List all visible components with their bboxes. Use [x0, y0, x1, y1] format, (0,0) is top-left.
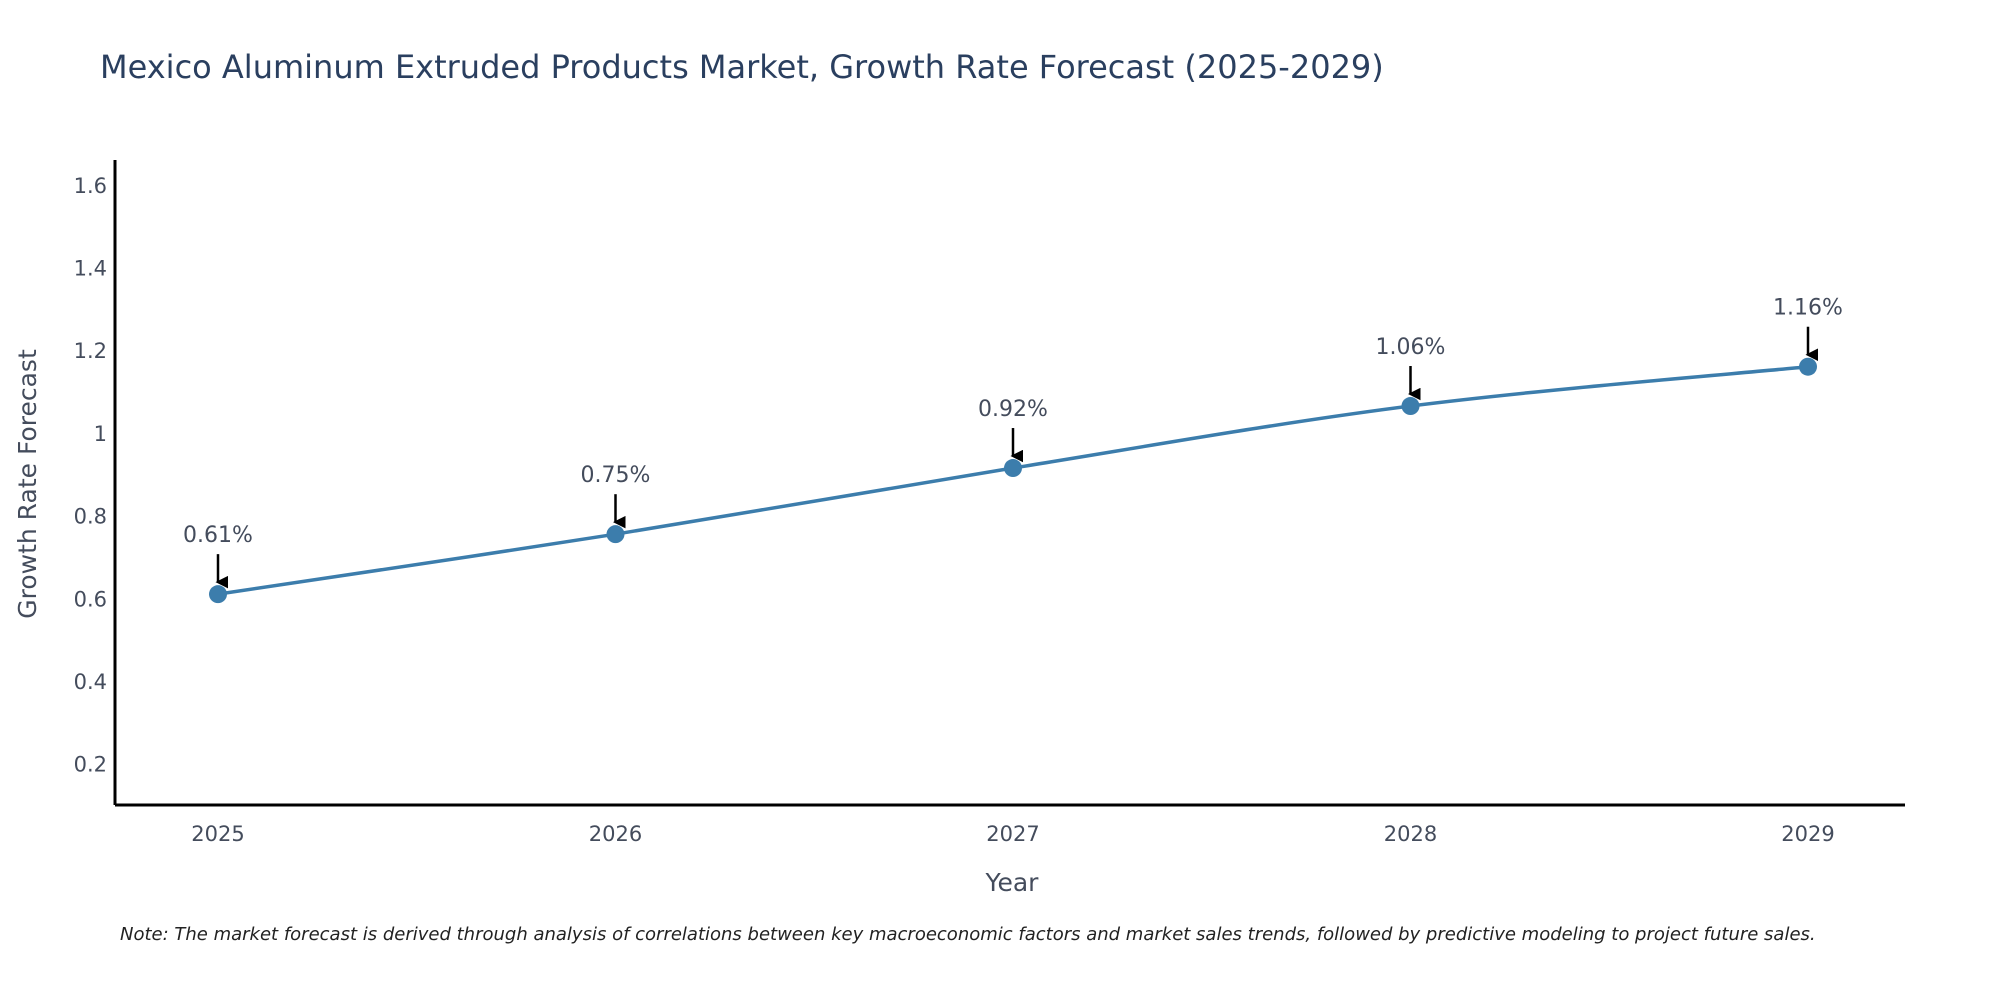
y-tick-label: 1.6	[74, 174, 107, 198]
data-point-2026	[606, 525, 625, 544]
x-tick-label: 2027	[986, 822, 1039, 846]
data-markers	[209, 357, 1817, 604]
y-tick-label: 1.2	[74, 339, 107, 363]
y-tick-label: 0.2	[74, 753, 107, 777]
footnote: Note: The market forecast is derived thr…	[120, 924, 1816, 945]
x-tick-label: 2026	[589, 822, 642, 846]
x-axis-ticks: 2025 2026 2027 2028 2029	[191, 822, 1834, 846]
y-axis-ticks: 0.2 0.4 0.6 0.8 1 1.2 1.4 1.6	[74, 174, 107, 777]
x-tick-label: 2025	[191, 822, 244, 846]
y-tick-label: 0.6	[74, 587, 107, 611]
data-label: 1.06%	[1376, 335, 1446, 360]
y-tick-label: 0.8	[74, 505, 107, 529]
data-point-2025	[209, 585, 227, 604]
data-label: 1.16%	[1773, 296, 1843, 321]
y-tick-label: 1.4	[74, 257, 107, 281]
x-axis-title: Year	[985, 868, 1040, 897]
y-tick-label: 0.4	[74, 670, 107, 694]
data-annotations: 0.61% 0.75% 0.92% 1.06% 1.16%	[183, 296, 1843, 589]
data-label: 0.92%	[978, 397, 1048, 422]
x-tick-label: 2028	[1384, 822, 1437, 846]
data-point-2029	[1799, 357, 1817, 376]
data-label: 0.75%	[581, 463, 651, 488]
data-label: 0.61%	[183, 523, 253, 548]
data-point-2027	[1004, 459, 1022, 478]
x-tick-label: 2029	[1781, 822, 1834, 846]
chart-title: Mexico Aluminum Extruded Products Market…	[100, 48, 1384, 86]
y-axis-title: Growth Rate Forecast	[13, 349, 42, 619]
y-tick-label: 1	[94, 422, 107, 446]
data-point-2028	[1401, 397, 1420, 416]
